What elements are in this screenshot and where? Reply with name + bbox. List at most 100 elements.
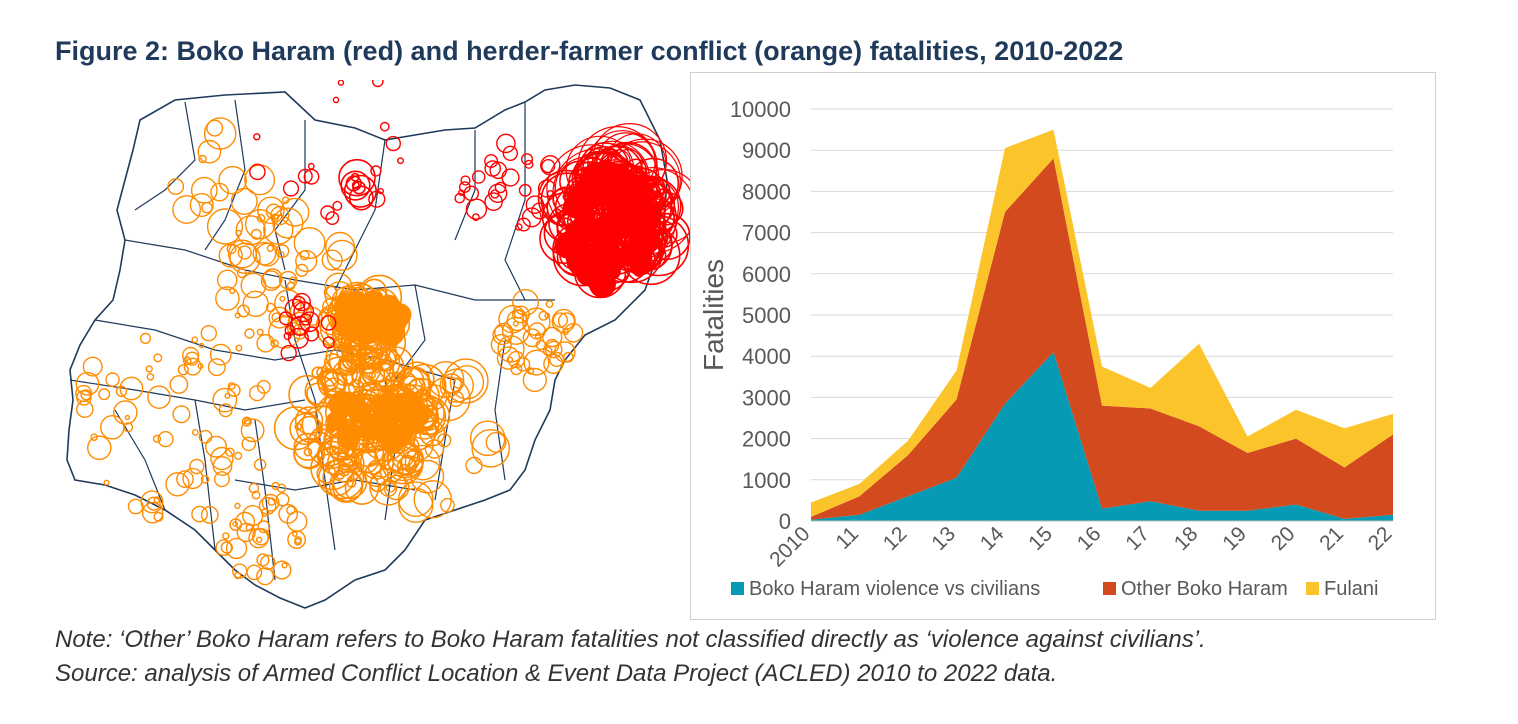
event-circle [244, 208, 276, 240]
legend-swatch [1306, 582, 1319, 595]
event-circle [234, 502, 241, 510]
event-circle [197, 139, 222, 164]
event-circle [320, 315, 337, 331]
event-circle [541, 158, 556, 174]
event-circle [172, 405, 191, 424]
event-dot [628, 256, 642, 270]
event-circle [258, 496, 277, 515]
event-circle [82, 356, 103, 377]
event-circle [291, 531, 298, 537]
event-circle [234, 451, 243, 460]
event-circle [512, 288, 539, 316]
event-circle [263, 214, 294, 245]
state-border [274, 120, 306, 271]
event-circle [257, 520, 271, 534]
x-tick-label: 13 [927, 522, 960, 555]
event-circle [524, 159, 534, 169]
event-circle [328, 445, 339, 456]
event-circle [252, 241, 277, 266]
event-dot [588, 270, 617, 298]
event-circle [242, 290, 269, 318]
event-circle [273, 406, 318, 451]
x-tick-label: 20 [1267, 522, 1300, 555]
event-circle [344, 470, 380, 506]
x-tick-label: 14 [976, 522, 1009, 555]
event-circle [537, 179, 556, 198]
event-circle [323, 285, 338, 300]
event-dot [635, 191, 653, 210]
event-circle [256, 553, 270, 567]
event-circle [189, 458, 205, 475]
event-circle [282, 180, 300, 197]
herder-farmer-event-circles [75, 117, 584, 586]
event-circle [316, 366, 328, 379]
event-circle [425, 376, 471, 422]
event-circle [502, 145, 518, 162]
event-circle [153, 353, 163, 363]
event-circle [399, 454, 416, 471]
event-circle [465, 198, 488, 220]
event-circle [189, 192, 214, 217]
event-dot [375, 396, 401, 422]
event-circle [90, 433, 98, 442]
event-circle [249, 385, 266, 402]
event-dot [389, 299, 401, 311]
event-circle [492, 324, 513, 346]
event-circle [288, 374, 328, 414]
event-circle [213, 471, 230, 488]
event-dot [590, 241, 603, 255]
event-circle [251, 490, 261, 500]
event-circle [256, 333, 275, 353]
map-svg [66, 59, 702, 609]
legend-swatch [731, 582, 744, 595]
event-circle [153, 511, 164, 522]
state-border [204, 99, 246, 251]
chart-svg: 0 1000 2000 3000 4000 5000 6000 7000 8000 9000 100… [698, 97, 1397, 600]
event-circle [523, 349, 550, 376]
event-circle [210, 446, 234, 471]
event-circle [270, 339, 279, 348]
event-circle [544, 340, 563, 359]
event-circle [281, 196, 290, 204]
event-circle [157, 431, 174, 448]
event-dot [562, 230, 577, 245]
event-circle [113, 400, 138, 425]
event-circle [293, 537, 302, 546]
event-circle [230, 187, 258, 215]
event-circle [325, 211, 340, 226]
event-circle [207, 358, 226, 377]
event-circle [379, 479, 398, 498]
event-circle [522, 367, 547, 392]
event-circle [338, 344, 382, 388]
event-circle [557, 312, 576, 330]
event-circle [233, 571, 242, 580]
event-circle [216, 269, 238, 291]
event-circle [278, 503, 299, 524]
y-tick-label: 9000 [742, 138, 791, 163]
event-circle [316, 435, 357, 476]
state-border [194, 399, 216, 551]
event-circle [331, 470, 363, 502]
event-circle [218, 403, 233, 418]
event-circle [385, 482, 396, 493]
event-circle [454, 192, 466, 204]
event-circle [337, 463, 351, 477]
x-tick-label: 22 [1364, 522, 1397, 555]
event-circle [323, 368, 348, 393]
x-tick-label: 21 [1315, 522, 1348, 555]
note-text: Note: ‘Other’ Boko Haram refers to Boko … [55, 626, 1206, 653]
event-circle [218, 165, 247, 195]
event-dot [643, 207, 659, 223]
event-circle [229, 518, 243, 531]
event-circle [227, 383, 241, 397]
legend: Boko Haram violence vs civilians Other Bo… [731, 578, 1378, 600]
event-circle [322, 457, 365, 500]
event-circle [279, 295, 286, 302]
event-circle [546, 189, 555, 198]
event-circle [241, 436, 257, 452]
event-circle [289, 276, 297, 284]
event-circle [227, 382, 236, 390]
event-circle [371, 75, 384, 88]
event-dot [346, 394, 367, 414]
event-circle [212, 387, 238, 413]
